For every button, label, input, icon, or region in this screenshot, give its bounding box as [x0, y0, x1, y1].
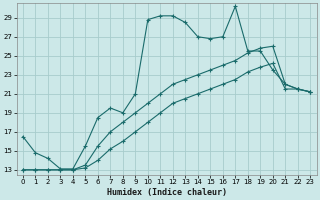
- X-axis label: Humidex (Indice chaleur): Humidex (Indice chaleur): [107, 188, 227, 197]
